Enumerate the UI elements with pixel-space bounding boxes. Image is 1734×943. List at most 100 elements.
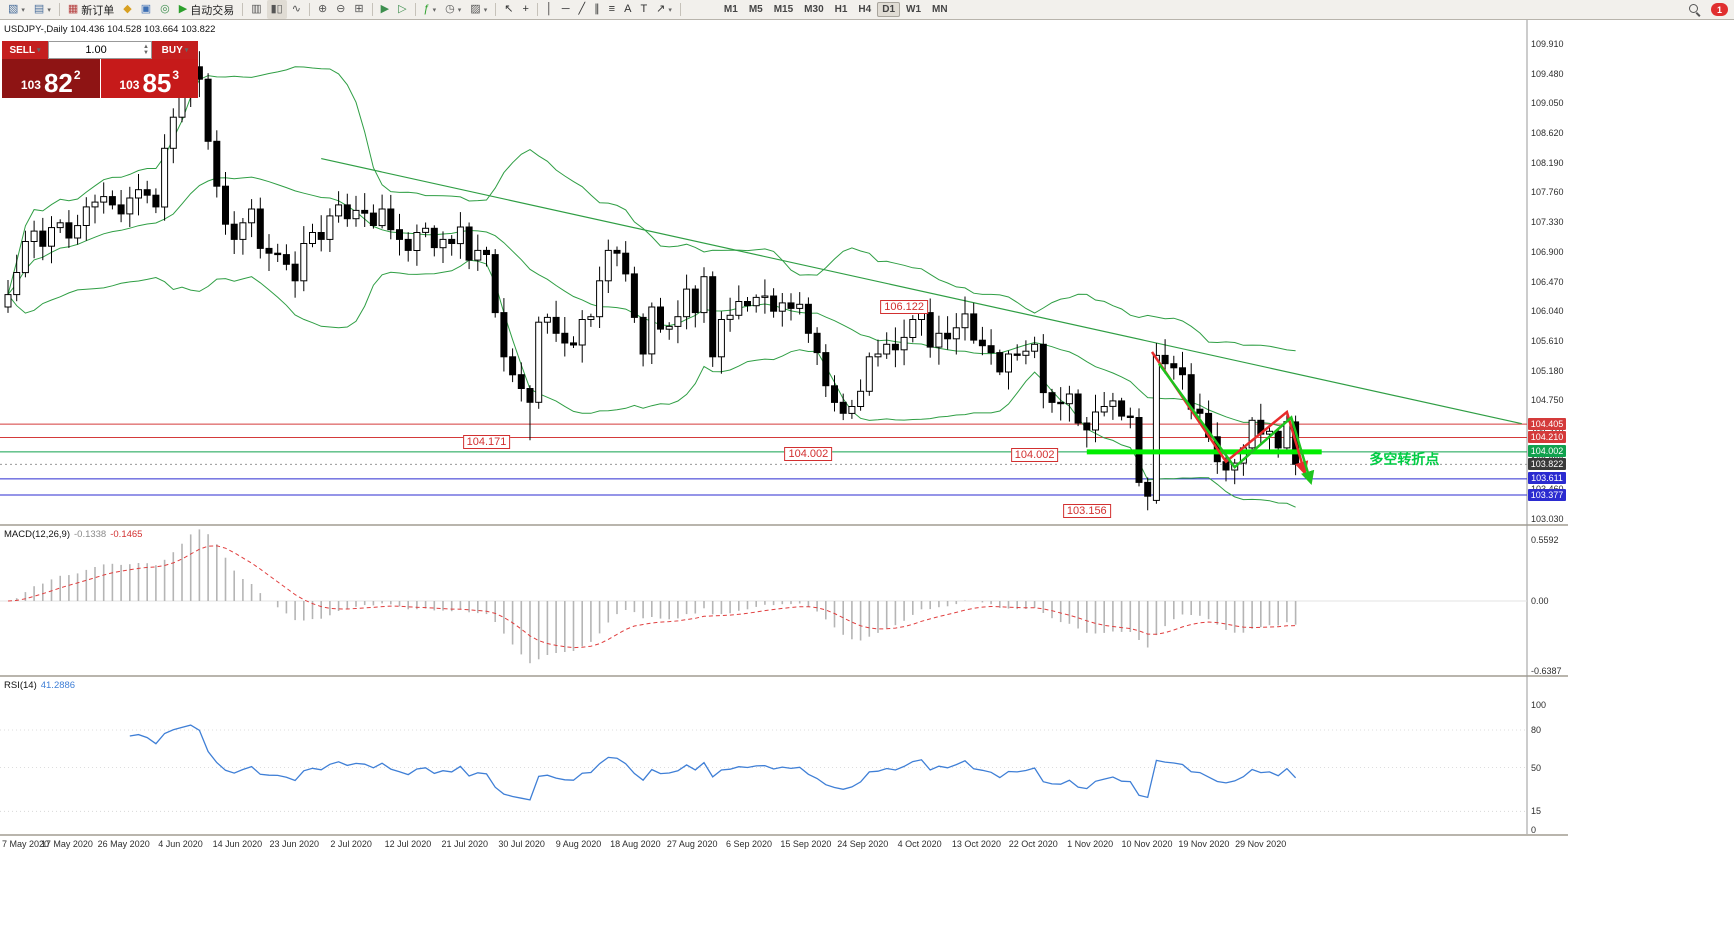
price-axis-label: 107.330 [1531, 217, 1564, 228]
timeframe-d1[interactable]: D1 [877, 2, 901, 17]
chart-shift-icon: ▷ [398, 3, 407, 15]
text-label-icon: T [640, 3, 648, 15]
toolbar-separator [495, 3, 497, 16]
sell-button[interactable]: SELL ▾ [2, 41, 48, 59]
rsi-axis-label: 80 [1531, 725, 1542, 735]
date-axis-label: 7 May 2020 [2, 839, 50, 849]
new-chart-icon: ▧ [8, 3, 19, 15]
chevron-down-icon: ▾ [457, 6, 462, 14]
rsi-header: RSI(14) 41.2886 [4, 680, 75, 691]
auto-scroll-icon: ▶ [380, 3, 390, 15]
price-axis-label: 104.750 [1531, 395, 1564, 406]
profiles-button[interactable]: ▤ ▾ [30, 0, 55, 19]
price-annotation: 103.156 [1062, 504, 1111, 519]
channel-button[interactable]: ∥ [590, 0, 604, 19]
timeframe-m1[interactable]: M1 [723, 4, 738, 15]
date-axis-label: 12 Jul 2020 [384, 839, 432, 849]
timeframe-h1[interactable]: H1 [834, 4, 848, 15]
cursor-button[interactable]: ↖ [500, 0, 517, 19]
price-axis-chip: 103.377 [1528, 488, 1566, 501]
chevron-down-icon: ▾ [483, 6, 488, 14]
price-axis-chip: 103.611 [1528, 472, 1566, 485]
trendline-button[interactable]: ╱ [575, 0, 590, 19]
timeframe-h4[interactable]: H4 [858, 4, 872, 15]
indicators-button[interactable]: ƒ ▾ [420, 0, 441, 19]
price-axis-label: 103.030 [1531, 514, 1564, 524]
new-order-button[interactable]: ▦ 新订单 [64, 0, 118, 19]
date-axis-label: 15 Sep 2020 [780, 839, 832, 849]
terminal-button[interactable]: ▣ [137, 0, 155, 19]
toolbar-separator [308, 3, 310, 16]
bar-chart-button[interactable]: ▥ [247, 0, 265, 19]
macd-label: MACD(12,26,9) [4, 529, 70, 540]
auto-scroll-button[interactable]: ▶ [377, 0, 393, 19]
price-axis-chip: 104.002 [1528, 445, 1566, 458]
timeframe-m5[interactable]: M5 [748, 4, 763, 15]
macd-value-signal: -0.1465 [110, 529, 143, 540]
chart-canvas[interactable] [0, 0, 1568, 943]
chart-title: USDJPY-,Daily 104.436 104.528 103.664 10… [4, 24, 216, 35]
text-label-button[interactable]: T [636, 0, 651, 19]
line-chart-button[interactable]: ∿ [288, 0, 305, 19]
tester-button[interactable]: ◎ [156, 0, 174, 19]
periods-button[interactable]: ◷ ▾ [441, 0, 465, 19]
price-axis-label: 105.610 [1531, 335, 1564, 346]
horizontal-line-button[interactable]: ─ [558, 0, 574, 19]
chart-shift-button[interactable]: ▷ [394, 0, 410, 19]
chevron-down-icon: ▾ [47, 6, 51, 14]
text-icon: A [624, 3, 632, 15]
autotrading-button[interactable]: ▶ 自动交易 [175, 0, 238, 19]
tile-windows-button[interactable]: ⊞ [350, 0, 367, 19]
volume-input[interactable] [49, 44, 144, 56]
timeframe-mn[interactable]: MN [932, 4, 948, 15]
toolbar-separator [536, 3, 538, 16]
date-axis-label: 18 Aug 2020 [610, 839, 661, 849]
zoom-in-icon: ⊕ [317, 3, 328, 15]
volume-up-icon: ▲ [143, 44, 149, 50]
buy-button[interactable]: BUY ▾ [152, 41, 198, 59]
trendline-icon: ╱ [578, 3, 586, 15]
toolbar-items: ▧ ▾ ▤ ▾ ▦ 新订单 ◆ ▣ ◎ ▶ 自动交易 ▥ ▮▯ ∿ ⊕ ⊖ ⊞ ▶ ▷ ƒ ▾ ◷ ▾ ▨ ▾ ↖ + │ ─ ╱ ∥ ≡ A T… [4, 0, 684, 19]
price-axis-label: 106.470 [1531, 276, 1564, 287]
sell-price[interactable]: 103 82 2 [2, 59, 100, 98]
text-button[interactable]: A [620, 0, 635, 19]
price-axis-chip: 104.210 [1528, 431, 1566, 444]
zoom-out-button[interactable]: ⊖ [332, 0, 349, 19]
date-axis-label: 17 May 2020 [40, 839, 93, 849]
date-axis-label: 30 Jul 2020 [498, 839, 545, 849]
date-axis-label: 23 Jun 2020 [269, 839, 320, 849]
timeframe-m15[interactable]: M15 [773, 4, 794, 15]
date-axis-label: 4 Oct 2020 [897, 839, 942, 849]
price-axis-label: 108.620 [1531, 128, 1564, 139]
fibonacci-icon: ≡ [608, 3, 616, 15]
profiles-icon: ▤ [33, 3, 45, 15]
timeframe-m30[interactable]: M30 [804, 4, 824, 15]
date-axis-label: 10 Nov 2020 [1121, 839, 1173, 849]
search-icon[interactable] [1689, 3, 1701, 17]
crosshair-button[interactable]: + [518, 0, 532, 19]
channel-icon: ∥ [594, 3, 600, 15]
candlestick-chart-button[interactable]: ▮▯ [266, 0, 287, 19]
new-order-button-label: 新订单 [81, 4, 115, 17]
zoom-in-button[interactable]: ⊕ [314, 0, 331, 19]
tile-windows-icon: ⊞ [354, 3, 364, 15]
sell-button-label: SELL [9, 44, 36, 56]
templates-button[interactable]: ▨ ▾ [466, 0, 491, 19]
line-chart-icon: ∿ [291, 3, 301, 15]
toolbar-right: 1 [1689, 3, 1728, 17]
autotrading-button: ▶ [178, 3, 188, 15]
timeframe-w1[interactable]: W1 [906, 4, 922, 15]
volume-stepper[interactable]: ▲ ▼ [143, 44, 151, 56]
metaeditor-button[interactable]: ◆ [119, 0, 135, 19]
new-chart-button[interactable]: ▧ ▾ [4, 0, 29, 19]
arrows-button[interactable]: ↗ ▾ [652, 0, 676, 19]
buy-price[interactable]: 103 85 3 [100, 59, 198, 98]
vertical-line-button[interactable]: │ [542, 0, 557, 19]
date-axis-label: 29 Nov 2020 [1235, 839, 1287, 849]
horizontal-line-icon: ─ [561, 3, 570, 15]
rsi-axis-label: 15 [1531, 806, 1542, 817]
rsi-axis-label: 100 [1531, 700, 1547, 710]
notification-badge[interactable]: 1 [1711, 3, 1728, 16]
fibonacci-button[interactable]: ≡ [605, 0, 619, 19]
